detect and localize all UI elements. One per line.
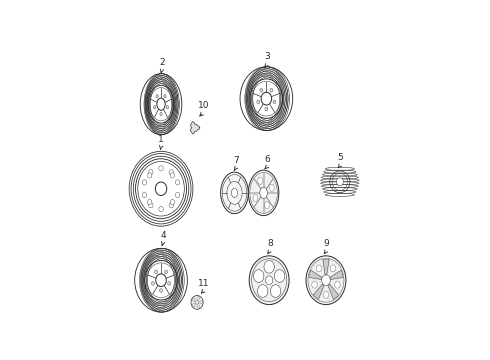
Text: 2: 2 (159, 58, 165, 67)
Ellipse shape (175, 180, 180, 185)
Ellipse shape (157, 98, 165, 110)
Ellipse shape (220, 172, 248, 214)
Ellipse shape (257, 100, 260, 104)
Ellipse shape (159, 166, 163, 171)
Polygon shape (309, 270, 322, 279)
Text: 1: 1 (158, 135, 164, 144)
Text: 8: 8 (267, 239, 273, 248)
Ellipse shape (270, 285, 281, 297)
Ellipse shape (336, 178, 343, 186)
Ellipse shape (168, 282, 171, 285)
Text: 4: 4 (160, 231, 166, 240)
Ellipse shape (148, 203, 153, 208)
Ellipse shape (270, 184, 274, 192)
Ellipse shape (258, 177, 263, 184)
Text: 3: 3 (264, 52, 270, 61)
Ellipse shape (169, 203, 173, 208)
Ellipse shape (191, 296, 203, 309)
Ellipse shape (147, 173, 152, 178)
Text: 11: 11 (198, 279, 210, 288)
Ellipse shape (265, 202, 270, 209)
Ellipse shape (155, 182, 167, 195)
Ellipse shape (253, 270, 264, 282)
Ellipse shape (166, 105, 169, 109)
Ellipse shape (148, 170, 153, 175)
Ellipse shape (261, 92, 271, 105)
Ellipse shape (258, 285, 268, 297)
Ellipse shape (335, 281, 340, 288)
Ellipse shape (200, 301, 202, 304)
Ellipse shape (274, 270, 285, 282)
Ellipse shape (169, 170, 173, 175)
Ellipse shape (266, 276, 273, 285)
Ellipse shape (170, 199, 174, 205)
Ellipse shape (316, 265, 322, 272)
Ellipse shape (164, 95, 166, 98)
Ellipse shape (160, 112, 162, 116)
Ellipse shape (260, 89, 263, 92)
Polygon shape (330, 270, 343, 279)
Ellipse shape (196, 301, 198, 304)
Ellipse shape (306, 256, 346, 305)
Ellipse shape (249, 256, 289, 305)
Ellipse shape (142, 193, 147, 198)
Ellipse shape (312, 281, 318, 288)
Ellipse shape (270, 89, 273, 92)
Ellipse shape (231, 188, 238, 198)
Ellipse shape (193, 298, 195, 301)
Ellipse shape (273, 100, 276, 104)
Ellipse shape (165, 270, 168, 274)
Ellipse shape (323, 292, 329, 298)
Ellipse shape (160, 289, 163, 292)
Text: 7: 7 (233, 156, 239, 165)
Ellipse shape (142, 180, 147, 185)
Polygon shape (323, 259, 329, 275)
Ellipse shape (264, 260, 274, 273)
Polygon shape (314, 284, 324, 299)
Ellipse shape (248, 170, 279, 216)
Ellipse shape (159, 207, 163, 212)
Text: 9: 9 (324, 239, 329, 248)
Ellipse shape (197, 297, 199, 300)
Ellipse shape (193, 303, 195, 306)
Text: 6: 6 (264, 155, 270, 164)
Text: 10: 10 (197, 101, 209, 110)
Ellipse shape (260, 187, 268, 199)
Ellipse shape (156, 274, 166, 287)
Ellipse shape (175, 193, 180, 198)
Ellipse shape (170, 173, 174, 178)
Ellipse shape (156, 95, 158, 98)
Ellipse shape (147, 199, 152, 205)
Polygon shape (328, 284, 339, 299)
Ellipse shape (265, 107, 268, 111)
Text: 5: 5 (338, 153, 343, 162)
Polygon shape (191, 122, 200, 134)
Ellipse shape (154, 270, 157, 274)
Ellipse shape (253, 194, 258, 202)
Ellipse shape (153, 105, 156, 109)
Ellipse shape (321, 275, 330, 285)
Ellipse shape (330, 265, 336, 272)
Ellipse shape (151, 282, 154, 285)
Ellipse shape (197, 305, 199, 308)
